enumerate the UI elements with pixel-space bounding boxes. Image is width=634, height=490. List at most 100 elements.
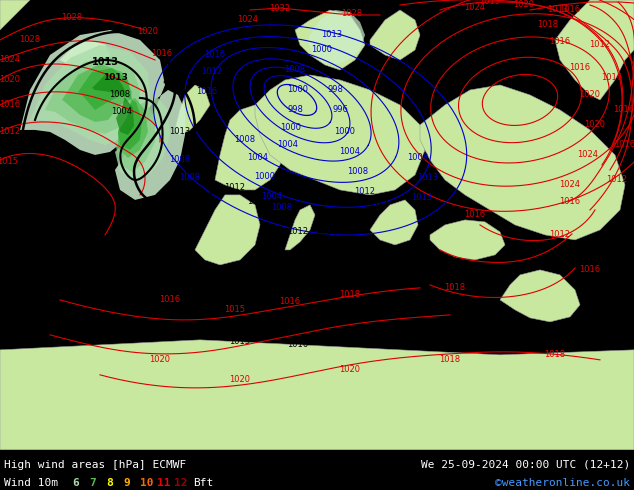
Text: 1020: 1020 xyxy=(585,121,605,129)
Text: 1013: 1013 xyxy=(264,214,285,222)
Text: 12: 12 xyxy=(174,478,188,488)
Text: 1013: 1013 xyxy=(547,5,569,15)
Text: 1013: 1013 xyxy=(368,200,389,209)
Text: 1012: 1012 xyxy=(349,216,370,224)
Text: 1013: 1013 xyxy=(230,337,250,346)
Text: 1012: 1012 xyxy=(287,227,309,236)
Text: 1013: 1013 xyxy=(321,30,342,40)
Polygon shape xyxy=(308,10,365,65)
Text: 1020: 1020 xyxy=(339,366,361,374)
Polygon shape xyxy=(30,45,170,180)
Text: 1016: 1016 xyxy=(204,50,226,59)
Text: 1020: 1020 xyxy=(138,27,158,36)
Text: 1016: 1016 xyxy=(614,141,634,149)
Text: 996: 996 xyxy=(332,105,348,115)
Text: 1000: 1000 xyxy=(335,127,356,136)
Text: We 25-09-2024 00:00 UTC (12+12): We 25-09-2024 00:00 UTC (12+12) xyxy=(421,460,630,470)
Text: Bft: Bft xyxy=(193,478,213,488)
Text: 1008: 1008 xyxy=(271,203,292,213)
Polygon shape xyxy=(62,64,148,158)
Text: 1018: 1018 xyxy=(439,355,460,365)
Text: 1016: 1016 xyxy=(0,100,20,109)
Polygon shape xyxy=(555,0,634,100)
Polygon shape xyxy=(255,75,425,195)
Text: 8: 8 xyxy=(106,478,113,488)
Polygon shape xyxy=(370,10,420,60)
Text: 1000: 1000 xyxy=(287,85,309,95)
Text: 1008: 1008 xyxy=(110,91,131,99)
Text: 1028: 1028 xyxy=(61,14,82,23)
Text: 1012: 1012 xyxy=(247,197,269,206)
Text: 1018: 1018 xyxy=(444,283,465,293)
Text: 6: 6 xyxy=(72,478,79,488)
Text: 1016: 1016 xyxy=(159,295,181,304)
Text: 1020: 1020 xyxy=(230,375,250,384)
Text: 1012: 1012 xyxy=(0,127,20,136)
Text: 1016: 1016 xyxy=(287,341,309,349)
Polygon shape xyxy=(0,340,634,450)
Text: 1008: 1008 xyxy=(408,153,429,163)
Text: 1013: 1013 xyxy=(346,196,370,204)
Text: 1000: 1000 xyxy=(254,172,276,181)
Text: 11: 11 xyxy=(157,478,171,488)
Polygon shape xyxy=(420,85,625,240)
Text: 1004: 1004 xyxy=(278,141,299,149)
Text: 1020: 1020 xyxy=(579,91,600,99)
Text: 1016: 1016 xyxy=(550,37,571,47)
Text: 1004: 1004 xyxy=(112,107,133,117)
Polygon shape xyxy=(215,105,285,190)
Text: 1012: 1012 xyxy=(590,41,611,49)
Text: 1018: 1018 xyxy=(538,21,559,29)
Polygon shape xyxy=(285,205,315,250)
Text: 1016: 1016 xyxy=(569,64,590,73)
Text: 7: 7 xyxy=(89,478,96,488)
Text: 1032: 1032 xyxy=(269,4,290,14)
Text: 1008: 1008 xyxy=(179,173,200,182)
Text: 1024: 1024 xyxy=(578,150,598,159)
Text: 1013: 1013 xyxy=(91,57,119,67)
Text: 1018: 1018 xyxy=(545,350,566,359)
Polygon shape xyxy=(195,195,260,265)
Text: 1008: 1008 xyxy=(169,155,191,165)
Text: 998: 998 xyxy=(287,105,303,115)
Text: 1016: 1016 xyxy=(579,266,600,274)
Text: 1024: 1024 xyxy=(559,180,581,190)
Text: 1013: 1013 xyxy=(320,214,340,222)
Polygon shape xyxy=(20,30,185,200)
Text: 1016: 1016 xyxy=(559,5,581,15)
Polygon shape xyxy=(370,200,418,245)
Text: High wind areas [hPa] ECMWF: High wind areas [hPa] ECMWF xyxy=(4,460,186,470)
Text: 1016: 1016 xyxy=(347,225,368,234)
Polygon shape xyxy=(175,85,210,135)
Polygon shape xyxy=(295,10,365,70)
Text: 1008: 1008 xyxy=(235,135,256,145)
Text: 1013: 1013 xyxy=(479,0,501,6)
Polygon shape xyxy=(45,57,155,172)
Polygon shape xyxy=(430,220,505,260)
Text: 1024: 1024 xyxy=(465,3,486,13)
Text: 1016: 1016 xyxy=(602,74,623,82)
Text: 1012: 1012 xyxy=(354,187,375,196)
Text: 1000: 1000 xyxy=(280,123,302,132)
Polygon shape xyxy=(60,40,110,70)
Text: ©weatheronline.co.uk: ©weatheronline.co.uk xyxy=(495,478,630,488)
Text: 1020: 1020 xyxy=(150,355,171,365)
Text: 1012: 1012 xyxy=(202,68,223,76)
Text: 1016: 1016 xyxy=(465,210,486,220)
Text: 1012: 1012 xyxy=(224,183,245,193)
Text: 1008: 1008 xyxy=(347,168,368,176)
Text: 1016: 1016 xyxy=(614,105,634,115)
Text: 1018: 1018 xyxy=(339,291,361,299)
Text: 1016: 1016 xyxy=(197,87,217,97)
Polygon shape xyxy=(0,0,30,30)
Text: 1028: 1028 xyxy=(20,35,41,45)
Text: 1004: 1004 xyxy=(339,147,361,156)
Text: 1013: 1013 xyxy=(169,127,191,136)
Text: 1020: 1020 xyxy=(514,0,534,9)
Text: 1016: 1016 xyxy=(280,297,301,306)
Text: 1004: 1004 xyxy=(261,193,283,201)
Text: 998: 998 xyxy=(327,85,343,95)
Text: 1012: 1012 xyxy=(607,175,628,184)
Text: 1013: 1013 xyxy=(207,187,229,196)
Text: 1015: 1015 xyxy=(316,230,337,240)
